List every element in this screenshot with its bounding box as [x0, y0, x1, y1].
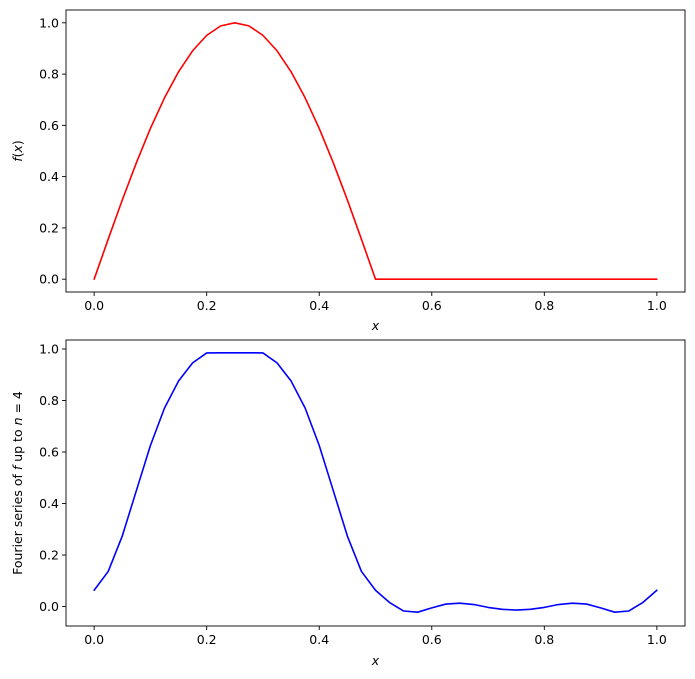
y-tick-label: 0.2 [39, 548, 59, 563]
x-tick-label: 0.0 [84, 632, 104, 647]
series-line-1 [93, 351, 658, 613]
axes-frame [65, 9, 686, 293]
y-tick-label: 0.8 [39, 393, 59, 408]
x-axis-label: x [371, 318, 380, 333]
subplot-2: 0.0 0.2 0.4 0.6 0.8 1.0 0.0 0.2 0.4 0.6 0.8 1.0 x Fou… [10, 339, 686, 668]
x-tick-label: 1.0 [647, 298, 667, 313]
x-axis-label: x [371, 653, 380, 668]
x-tick-label: 0.8 [534, 632, 554, 647]
y-tick-label: 0.8 [39, 67, 59, 82]
x-tick-label: 0.6 [422, 298, 442, 313]
y-tick-label: 0.0 [39, 599, 59, 614]
x-tick-label: 0.4 [309, 632, 329, 647]
y-tick-label: 0.6 [39, 118, 59, 133]
x-tick-label: 0.6 [422, 632, 442, 647]
x-tick-label: 0.4 [309, 298, 329, 313]
series-line-1 [93, 22, 658, 280]
y-tick-label: 1.0 [39, 15, 59, 30]
x-tick-label: 0.2 [197, 632, 217, 647]
axes-frame [65, 339, 686, 627]
x-tick-label: 0.2 [197, 298, 217, 313]
y-tick-label: 1.0 [39, 341, 59, 356]
y-tick-label: 0.4 [39, 496, 59, 511]
y-tick-label: 0.6 [39, 445, 59, 460]
subplot-1: 0.0 0.2 0.4 0.6 0.8 1.0 0.0 0.2 0.4 0.6 0.8 1.0 x f(x… [10, 9, 686, 333]
x-tick-label: 0.8 [534, 298, 554, 313]
y-axis-label: f(x) [10, 140, 25, 162]
y-axis-label: Fourier series of f up to n = 4 [10, 391, 25, 575]
y-tick-label: 0.4 [39, 169, 59, 184]
y-tick-label: 0.0 [39, 272, 59, 287]
y-tick-label: 0.2 [39, 220, 59, 235]
x-tick-label: 1.0 [647, 632, 667, 647]
x-tick-label: 0.0 [84, 298, 104, 313]
